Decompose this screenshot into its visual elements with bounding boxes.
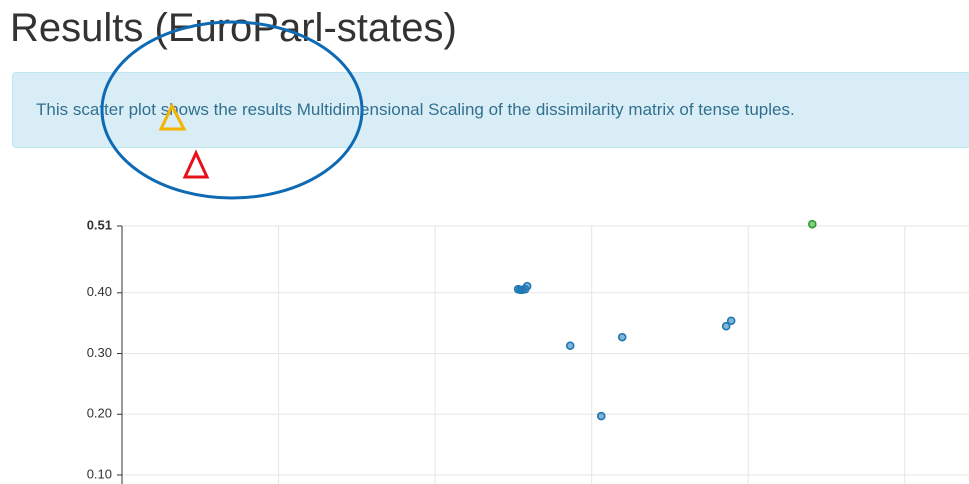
y-tick-label: 0.10: [87, 466, 112, 481]
point: [565, 341, 575, 350]
y-tick-label: 0.40: [87, 284, 112, 299]
y-tick-label: 0.30: [87, 345, 112, 360]
point: [522, 281, 532, 291]
point: [807, 219, 817, 229]
point: [726, 316, 736, 326]
point: [617, 332, 627, 342]
point: [721, 321, 731, 331]
point: [513, 284, 523, 294]
y-tick-label: 0.20: [87, 406, 112, 421]
point: [596, 411, 606, 421]
y-tick-label: 0.51: [87, 217, 112, 232]
